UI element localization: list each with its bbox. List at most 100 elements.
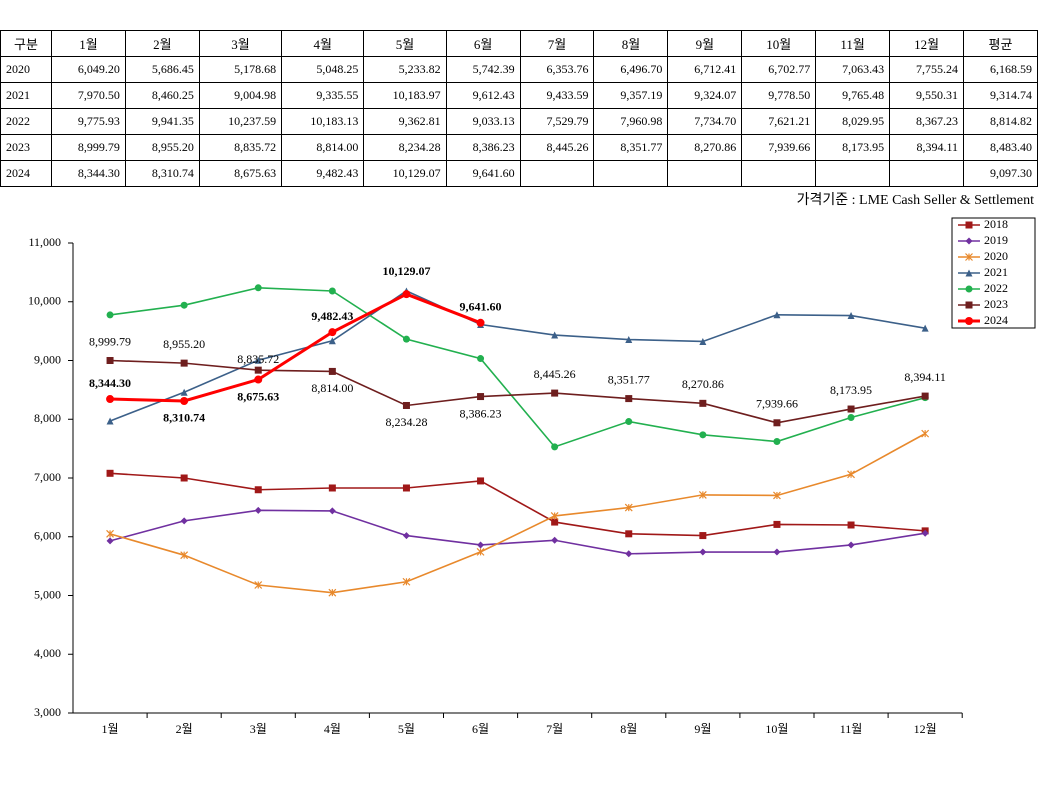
table-cell: 8월 <box>593 30 669 57</box>
table-cell: 5월 <box>363 30 447 57</box>
marker <box>965 317 973 325</box>
marker <box>965 237 973 245</box>
marker <box>698 490 707 499</box>
table-cell: 6,702.77 <box>741 56 817 83</box>
data-label: 8,675.63 <box>237 389 279 403</box>
data-label: 8,835.72 <box>237 352 279 366</box>
marker <box>550 512 559 520</box>
table-cell: 9,641.60 <box>445 160 521 187</box>
legend-label: 2019 <box>984 233 1008 247</box>
marker <box>180 551 189 560</box>
table-cell: 7,939.66 <box>741 134 817 161</box>
table-cell: 7월 <box>519 30 595 57</box>
y-tick-label: 4,000 <box>34 646 61 660</box>
marker <box>965 285 973 293</box>
legend-label: 2020 <box>984 249 1008 263</box>
table-cell <box>667 160 743 187</box>
marker <box>699 337 707 345</box>
data-label: 8,999.79 <box>89 334 131 348</box>
x-tick-label: 4월 <box>324 722 341 736</box>
table-row: 2023 8,999.79 8,955.20 8,835.72 8,814.00 8,23… <box>0 134 1038 161</box>
table-row: 구분 1월 2월 3월 4월 5월 6월 7월 8월 9월 10월 11월 12월 평균 <box>0 30 1038 57</box>
table-cell: 9,324.07 <box>667 82 743 109</box>
series-line <box>109 472 926 537</box>
marker <box>328 337 336 345</box>
marker <box>477 355 485 363</box>
y-tick-label: 3,000 <box>34 705 61 719</box>
table-cell: 9월 <box>667 30 743 57</box>
table-row: 2021 7,970.50 8,460.25 9,004.98 9,335.55 10,1… <box>0 82 1038 109</box>
legend-label: 2021 <box>984 265 1008 279</box>
data-label: 8,386.23 <box>460 406 502 420</box>
table-cell: 8,460.25 <box>124 82 200 109</box>
x-tick-label: 1월 <box>102 722 119 736</box>
y-tick-label: 11,000 <box>28 235 61 249</box>
marker <box>402 577 411 586</box>
marker <box>551 536 559 544</box>
x-tick-label: 8월 <box>620 722 637 736</box>
data-label: 8,310.74 <box>163 411 205 425</box>
marker <box>477 477 485 485</box>
table-cell: 9,765.48 <box>815 82 891 109</box>
table-cell: 8,814.00 <box>281 134 365 161</box>
legend-label: 2023 <box>984 297 1008 311</box>
table-cell: 9,097.30 <box>963 160 1038 187</box>
table-cell: 8,955.20 <box>124 134 200 161</box>
table-cell: 7,755.24 <box>889 56 964 83</box>
table-cell: 8,310.74 <box>124 160 200 187</box>
marker <box>965 221 973 229</box>
marker <box>328 367 336 375</box>
marker <box>402 290 411 299</box>
marker <box>328 287 336 295</box>
data-label: 8,445.26 <box>534 367 576 381</box>
marker <box>254 506 262 514</box>
marker <box>551 331 559 339</box>
price-note: 가격기준 : LME Cash Seller & Settlement <box>796 193 1034 208</box>
legend-label: 2022 <box>984 281 1008 295</box>
table-cell: 2020 <box>0 56 52 83</box>
table-cell: 구분 <box>0 30 52 57</box>
marker <box>921 529 929 537</box>
table-cell: 8,445.26 <box>519 134 595 161</box>
marker <box>180 388 188 396</box>
marker <box>625 530 633 538</box>
table-cell: 9,941.35 <box>124 108 200 135</box>
x-tick-label: 12월 <box>914 722 937 736</box>
marker <box>402 532 410 540</box>
marker <box>106 537 114 545</box>
marker <box>402 484 410 492</box>
x-tick-label: 2월 <box>176 722 193 736</box>
marker <box>328 588 337 597</box>
data-label: 8,814.00 <box>311 381 353 395</box>
marker <box>254 366 262 374</box>
marker <box>106 395 115 404</box>
table-cell: 3월 <box>198 30 283 57</box>
marker <box>328 328 337 337</box>
y-tick-label: 7,000 <box>34 470 61 484</box>
marker <box>551 389 559 397</box>
table-cell: 9,775.93 <box>51 108 126 135</box>
marker <box>476 547 485 556</box>
table-cell: 5,742.39 <box>445 56 521 83</box>
marker <box>625 418 633 426</box>
marker <box>965 253 973 261</box>
series-line <box>109 509 926 555</box>
marker <box>106 357 114 365</box>
table-cell: 8,675.63 <box>198 160 283 187</box>
y-tick-label: 10,000 <box>28 294 61 308</box>
table-row: 2024 8,344.30 8,310.74 8,675.63 9,482.43 10,1… <box>0 160 1038 187</box>
marker <box>624 503 633 512</box>
marker <box>773 548 781 556</box>
marker <box>847 521 855 529</box>
y-tick-label: 9,000 <box>34 352 61 366</box>
marker <box>476 318 485 327</box>
marker <box>254 284 262 292</box>
table-row: 2020 6,049.20 5,686.45 5,178.68 5,048.25 5,23… <box>0 56 1038 83</box>
legend-label: 2024 <box>984 313 1008 327</box>
x-tick-label: 3월 <box>250 722 267 736</box>
marker <box>699 548 707 556</box>
marker <box>477 541 485 549</box>
marker <box>847 312 855 320</box>
marker <box>847 470 855 479</box>
series-line <box>109 286 926 448</box>
